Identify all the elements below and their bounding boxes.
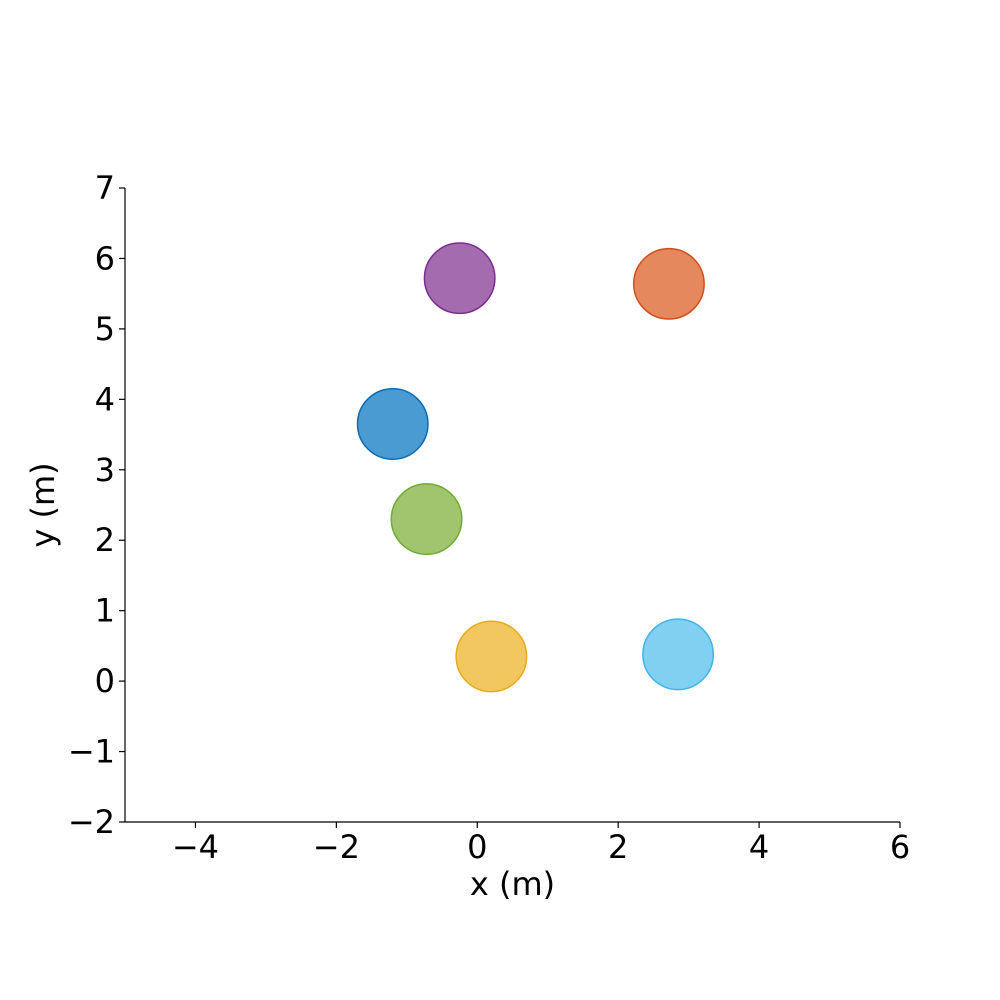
- x-tick-label: 6: [890, 828, 910, 866]
- x-tick-label: 0: [467, 828, 487, 866]
- data-point: [423, 242, 496, 315]
- y-tick-label: 0: [95, 662, 115, 700]
- y-ticks: −2 −1 0 1 2 3 4 5 6 7: [68, 169, 125, 841]
- y-tick-label: −2: [68, 803, 115, 841]
- x-tick-label: 4: [749, 828, 769, 866]
- y-tick-label: −1: [68, 733, 115, 771]
- x-tick-label: −2: [313, 828, 360, 866]
- y-tick-label: 5: [95, 310, 115, 348]
- data-point: [356, 388, 429, 460]
- y-tick-label: 2: [95, 521, 115, 559]
- x-axis-label: x (m): [470, 865, 555, 903]
- x-tick-label: −4: [172, 828, 219, 866]
- axes: [124, 188, 900, 823]
- data-point: [455, 620, 528, 693]
- plot-marks: [356, 242, 715, 693]
- data-point: [642, 618, 715, 691]
- x-ticks: −4 −2 0 2 4 6: [172, 822, 910, 866]
- y-tick-label: 4: [95, 380, 115, 418]
- data-point: [390, 483, 463, 556]
- y-tick-label: 7: [95, 169, 115, 207]
- y-tick-label: 1: [95, 592, 115, 630]
- data-point: [632, 247, 705, 320]
- y-tick-label: 6: [95, 239, 115, 277]
- y-tick-label: 3: [95, 451, 115, 489]
- x-tick-label: 2: [608, 828, 628, 866]
- y-axis-label: y (m): [24, 462, 62, 547]
